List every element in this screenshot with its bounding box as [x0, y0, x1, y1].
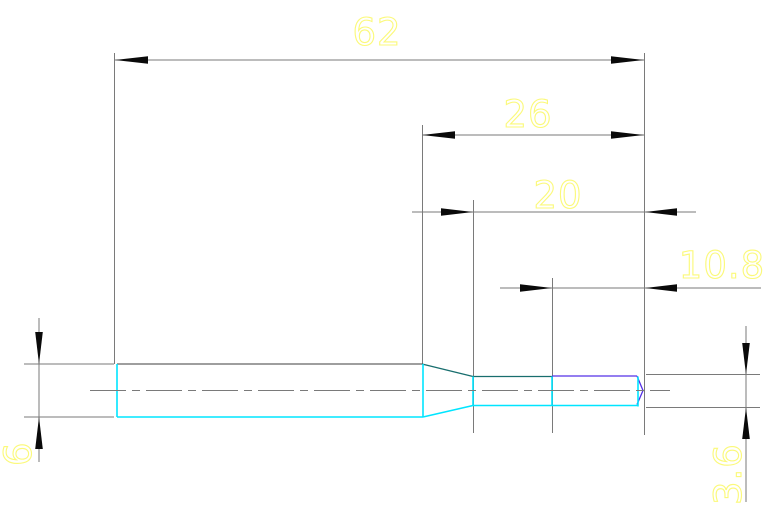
part-outline-teal	[421, 363, 553, 378]
dimension-text: 62 26 20 10.8 6 3.6	[0, 10, 765, 505]
arrow-26-left-icon	[422, 131, 455, 139]
taper-bottom-edge	[422, 404, 474, 418]
dim-label-3-6: 3.6	[707, 443, 750, 505]
dim-label-10-8: 10.8	[679, 244, 765, 287]
arrowheads	[35, 56, 750, 449]
arrow-3-6-bottom-icon	[742, 407, 750, 439]
arrow-20-right-icon	[645, 208, 677, 216]
arrow-6-top-icon	[35, 332, 43, 364]
dim-label-6: 6	[0, 441, 40, 466]
arrow-62-left-icon	[115, 56, 148, 64]
arrow-26-right-icon	[611, 131, 644, 139]
arrow-20-left-icon	[441, 208, 473, 216]
dim-label-62: 62	[352, 11, 401, 54]
dim-label-26: 26	[503, 93, 552, 136]
arrow-3-6-top-icon	[742, 343, 750, 375]
arrow-10-8-right-icon	[645, 284, 677, 292]
taper-top-edge	[421, 363, 474, 378]
dim-label-20: 20	[533, 174, 582, 217]
arrow-10-8-left-icon	[520, 284, 552, 292]
arrow-6-bottom-icon	[35, 417, 43, 449]
dimension-lines	[24, 53, 761, 502]
arrow-62-right-icon	[611, 56, 644, 64]
